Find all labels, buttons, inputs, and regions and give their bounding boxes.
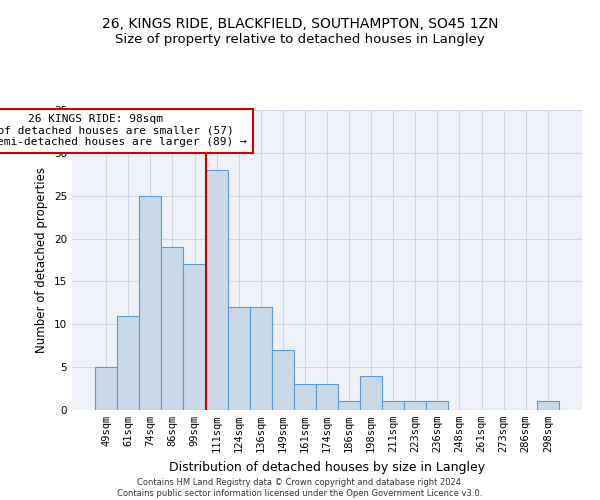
Bar [184, 264, 206, 410]
Bar [294, 384, 316, 410]
Bar [206, 170, 227, 410]
Bar [95, 367, 117, 410]
Y-axis label: Number of detached properties: Number of detached properties [35, 167, 49, 353]
Bar [272, 350, 294, 410]
Bar [427, 402, 448, 410]
Bar [227, 307, 250, 410]
Bar [316, 384, 338, 410]
Text: 26 KINGS RIDE: 98sqm
← 39% of detached houses are smaller (57)
61% of semi-detac: 26 KINGS RIDE: 98sqm ← 39% of detached h… [0, 114, 247, 148]
Bar [537, 402, 559, 410]
Bar [250, 307, 272, 410]
Bar [360, 376, 382, 410]
Bar [117, 316, 139, 410]
Bar [161, 247, 184, 410]
Bar [404, 402, 427, 410]
Text: 26, KINGS RIDE, BLACKFIELD, SOUTHAMPTON, SO45 1ZN: 26, KINGS RIDE, BLACKFIELD, SOUTHAMPTON,… [102, 18, 498, 32]
Text: Contains HM Land Registry data © Crown copyright and database right 2024.
Contai: Contains HM Land Registry data © Crown c… [118, 478, 482, 498]
Bar [382, 402, 404, 410]
Bar [139, 196, 161, 410]
X-axis label: Distribution of detached houses by size in Langley: Distribution of detached houses by size … [169, 460, 485, 473]
Bar [338, 402, 360, 410]
Text: Size of property relative to detached houses in Langley: Size of property relative to detached ho… [115, 32, 485, 46]
